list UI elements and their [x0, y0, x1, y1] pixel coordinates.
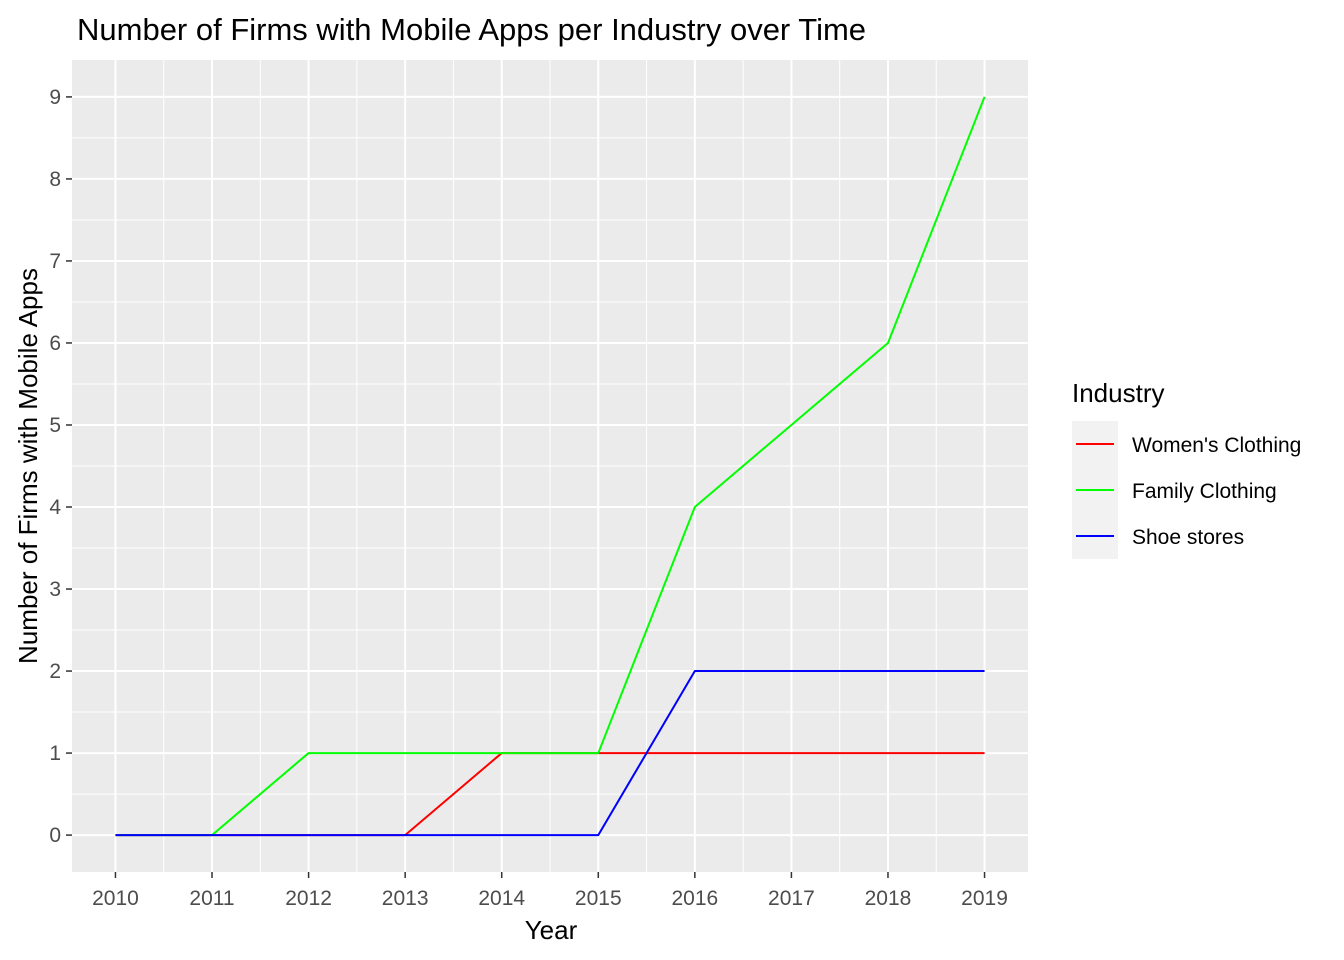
y-tick-label: 2: [49, 660, 61, 683]
x-tick-label: 2015: [575, 887, 622, 910]
y-tick-label: 5: [49, 414, 61, 437]
y-tick-label: 0: [49, 824, 61, 847]
y-axis-ticks: 0 1 2 3 4 5 6 7 8 9: [49, 86, 72, 847]
x-axis-ticks: 2010 2011 2012 2013 2014 2015 2016 2017 2018 2019: [92, 872, 1008, 910]
y-tick-label: 3: [49, 578, 61, 601]
series-line-1: [115, 96, 986, 837]
x-tick-label: 2016: [671, 887, 718, 910]
x-tick-label: 2012: [285, 887, 332, 910]
y-tick-label: 8: [49, 168, 61, 191]
y-tick-label: 4: [49, 496, 61, 519]
series-lines: [115, 96, 986, 837]
x-axis-title: Year: [525, 915, 578, 945]
y-axis-title: Number of Firms with Mobile Apps: [13, 268, 43, 664]
legend: Industry Women's Clothing Family Clothing…: [1072, 378, 1301, 559]
y-tick-label: 1: [49, 742, 61, 765]
legend-label: Family Clothing: [1132, 480, 1277, 503]
chart-title: Number of Firms with Mobile Apps per Ind…: [77, 12, 866, 47]
y-tick-label: 9: [49, 86, 61, 109]
x-tick-label: 2019: [961, 887, 1008, 910]
x-tick-label: 2014: [478, 887, 525, 910]
x-tick-label: 2017: [768, 887, 815, 910]
legend-label: Women's Clothing: [1132, 434, 1301, 457]
major-gridlines: [72, 60, 1028, 872]
y-tick-label: 6: [49, 332, 61, 355]
series-line-2: [115, 670, 985, 837]
minor-gridlines: [72, 60, 1028, 872]
x-tick-label: 2011: [189, 887, 234, 910]
legend-items: Women's Clothing Family Clothing Shoe stor…: [1072, 421, 1301, 559]
x-tick-label: 2013: [382, 887, 429, 910]
y-tick-label: 7: [49, 250, 61, 273]
legend-label: Shoe stores: [1132, 526, 1244, 549]
legend-title: Industry: [1072, 378, 1165, 408]
x-tick-label: 2018: [865, 887, 912, 910]
x-tick-label: 2010: [92, 887, 139, 910]
